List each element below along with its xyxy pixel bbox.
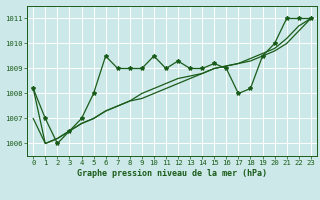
X-axis label: Graphe pression niveau de la mer (hPa): Graphe pression niveau de la mer (hPa)	[77, 169, 267, 178]
